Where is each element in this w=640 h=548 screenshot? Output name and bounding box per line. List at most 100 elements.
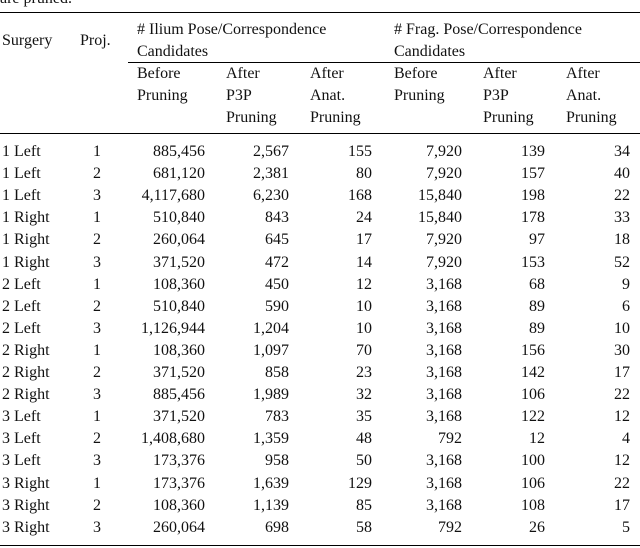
table-cell: 155	[348, 143, 372, 160]
table-cell: 2 Right	[2, 341, 50, 359]
table-cell: 1,126,944	[141, 319, 205, 337]
table-cell: 1,139	[253, 496, 289, 514]
table-cell: 2 Left	[2, 319, 41, 337]
table-cell: 371,520	[153, 364, 205, 381]
column-header: After	[483, 65, 517, 82]
table-cell: 9	[622, 275, 630, 293]
table-cell: 1,989	[253, 386, 289, 404]
table-cell: 2 Left	[2, 275, 41, 293]
table-cell: 792	[438, 430, 462, 448]
table-cell: 1,359	[253, 430, 289, 448]
group-header: Candidates	[137, 43, 209, 60]
column-header: Anat.	[310, 87, 346, 104]
table-cell: 1	[93, 275, 101, 293]
table-cell: 2 Right	[2, 386, 50, 404]
table-cell: 5	[622, 518, 630, 536]
table-cell: 1,097	[253, 341, 289, 359]
table-cell: 1	[93, 474, 101, 492]
table-cell: 108,360	[153, 341, 205, 359]
table-cell: 3,168	[426, 386, 462, 404]
table-cell: 50	[356, 452, 372, 470]
table-cell: 18	[614, 231, 630, 249]
table-cell: 7,920	[426, 165, 462, 183]
table-cell: 2 Left	[2, 297, 41, 315]
table-cell: 3	[93, 187, 101, 205]
table-cell: 3	[93, 518, 101, 536]
column-header: Pruning	[137, 87, 188, 104]
table-cell: 80	[356, 165, 372, 183]
table-cell: 590	[265, 297, 289, 315]
table-cell: 22	[614, 474, 630, 492]
table-cell: 858	[265, 364, 289, 381]
header-rule	[0, 133, 640, 134]
column-header: Pruning	[566, 109, 617, 126]
table-cell: 3	[93, 319, 101, 337]
table-cell: 1,204	[253, 319, 289, 337]
table-cell: 168	[348, 187, 372, 205]
table-cell: 97	[529, 231, 545, 249]
table-cell: 3 Left	[2, 408, 41, 426]
table-cell: 139	[521, 143, 545, 160]
table-cell: 23	[356, 364, 372, 381]
table-cell: 58	[356, 518, 372, 536]
table-cell: 2	[93, 364, 101, 381]
table-cell: 7,920	[426, 253, 462, 271]
table-cell: 1,408,680	[141, 430, 205, 448]
column-header: Pruning	[226, 109, 277, 126]
table-cell: 1	[93, 341, 101, 359]
table-cell: 17	[614, 364, 630, 381]
table-cell: 3,168	[426, 452, 462, 470]
table-cell: 85	[356, 496, 372, 514]
table-cell: 7,920	[426, 231, 462, 249]
table-cell: 34	[614, 143, 630, 160]
table-cell: 17	[356, 231, 372, 249]
table-cell: 153	[521, 253, 545, 271]
table-cell: 10	[614, 319, 630, 337]
table-cell: 2	[93, 496, 101, 514]
table-cell: 1 Left	[2, 165, 41, 183]
table-cell: 15,840	[418, 209, 462, 227]
table-cell: 4	[622, 430, 630, 448]
table-cell: 1 Right	[2, 253, 50, 271]
table-cell: 89	[529, 297, 545, 315]
table-cell: 157	[521, 165, 545, 183]
table-cell: 3,168	[426, 364, 462, 381]
table-cell: 173,376	[153, 474, 205, 492]
table-cell: 22	[614, 386, 630, 404]
table-cell: 3 Right	[2, 474, 50, 492]
group-rule	[128, 62, 640, 63]
table-cell: 108,360	[153, 496, 205, 514]
group-header: # Ilium Pose/Correspondence	[137, 21, 327, 38]
table-cell: 958	[265, 452, 289, 470]
table-cell: 68	[529, 275, 545, 293]
table-cell: 260,064	[153, 518, 205, 536]
table-cell: 26	[529, 518, 545, 536]
table-cell: 3,168	[426, 408, 462, 426]
table-cell: 3,168	[426, 275, 462, 293]
column-header: After	[226, 65, 260, 82]
table-cell: 472	[265, 253, 289, 271]
table-cell: 2,381	[253, 165, 289, 183]
table-cell: 2,567	[253, 143, 289, 160]
table-cell: 89	[529, 319, 545, 337]
column-header: Proj.	[80, 32, 111, 49]
table-cell: 32	[356, 386, 372, 404]
table-cell: 198	[521, 187, 545, 205]
column-header: Pruning	[310, 109, 361, 126]
column-header: After	[310, 65, 344, 82]
table-cell: 260,064	[153, 231, 205, 249]
table-cell: 3	[93, 253, 101, 271]
table-cell: 173,376	[153, 452, 205, 470]
table-cell: 1	[93, 143, 101, 160]
table-cell: 10	[356, 319, 372, 337]
caption-fragment: are pruned.	[0, 0, 72, 9]
table-cell: 510,840	[153, 297, 205, 315]
table-cell: 108,360	[153, 275, 205, 293]
table-cell: 645	[265, 231, 289, 249]
table-cell: 1 Right	[2, 209, 50, 227]
table-cell: 106	[521, 386, 545, 404]
table-cell: 698	[265, 518, 289, 536]
table-cell: 3,168	[426, 319, 462, 337]
table-cell: 450	[265, 275, 289, 293]
